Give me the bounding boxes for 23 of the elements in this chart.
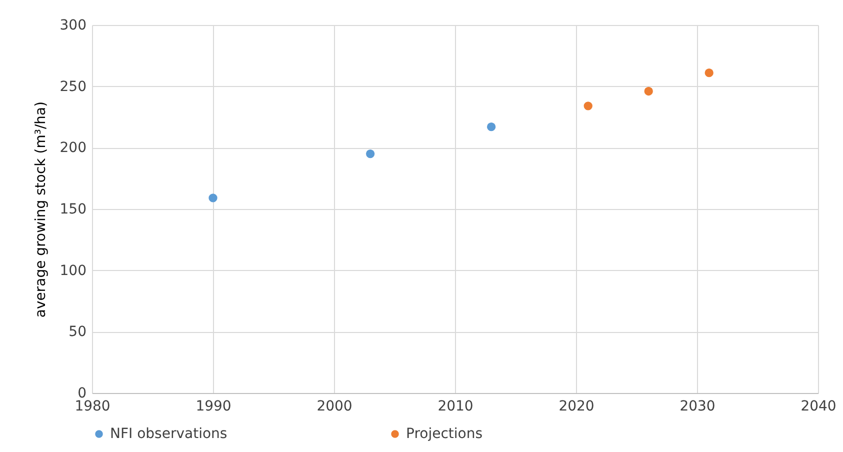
x-tick-label: 1990	[196, 398, 232, 414]
y-tick-label: 0	[78, 386, 86, 402]
point	[644, 86, 653, 96]
y-tick-label: 50	[68, 324, 86, 340]
x-tick-label: 2030	[680, 398, 716, 414]
y-tick-label: 150	[60, 202, 86, 218]
x-tick-label: 2020	[558, 398, 594, 414]
y-tick-label: 250	[60, 78, 86, 95]
x-tick-label: 2010	[438, 398, 474, 414]
point	[704, 68, 714, 78]
point	[486, 122, 496, 132]
legend-label: NFI observations	[110, 426, 228, 442]
y-axis-title: average growing stock (m³/ha)	[32, 101, 49, 318]
y-tick-label: 100	[60, 262, 86, 279]
point	[366, 149, 375, 158]
point	[584, 102, 592, 110]
legend-label: Projections	[406, 426, 483, 442]
x-tick-label: 2040	[800, 398, 836, 414]
x-tick-label: 2000	[316, 398, 352, 414]
y-tick-label: 200	[60, 140, 86, 156]
y-tick-label: 300	[60, 18, 86, 34]
point	[208, 194, 218, 202]
x-tick-label: 1980	[74, 398, 110, 414]
